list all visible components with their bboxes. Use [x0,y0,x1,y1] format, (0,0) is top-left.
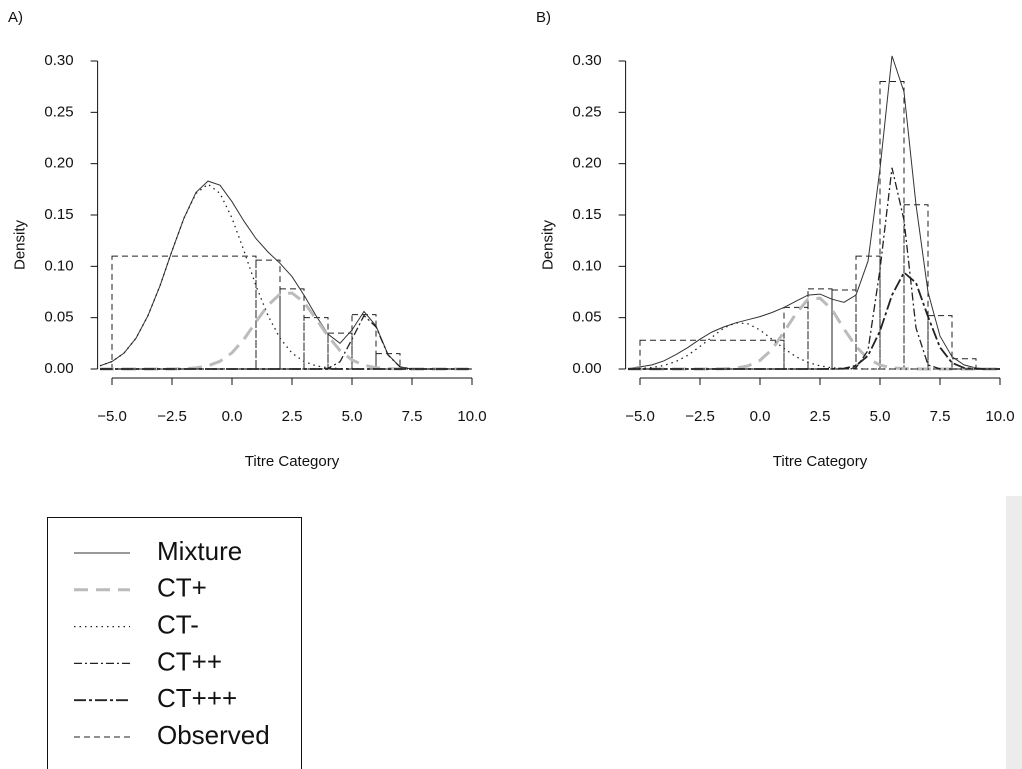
y-tick-label: 0.20 [572,155,601,172]
density-curve [628,296,1000,371]
y-tick-label: 0.30 [572,52,601,69]
x-axis-title: Titre Category [773,453,868,470]
legend-label: Mixture [157,536,242,566]
histogram-bar [783,306,809,370]
x-tick-label: −5.0 [97,408,127,425]
x-tick-label: 10.0 [457,408,486,425]
x-tick-label: 2.5 [810,408,831,425]
histogram-bar [903,204,929,370]
panel-label: A) [8,9,23,26]
legend-label: CT+++ [157,683,237,713]
x-tick-label: −2.5 [157,408,187,425]
y-axis-title: Density [12,219,29,270]
y-tick-label: 0.25 [572,103,601,120]
legend-label: Observed [157,720,270,750]
y-tick-label: 0.25 [44,103,73,120]
x-tick-label: 7.5 [930,408,951,425]
x-tick-label: 2.5 [282,408,303,425]
panel-label: B) [536,9,551,26]
x-tick-label: −2.5 [685,408,715,425]
y-tick-label: 0.10 [44,257,73,274]
x-tick-label: −5.0 [625,408,655,425]
x-tick-label: 5.0 [870,408,891,425]
density-curve [627,55,1001,370]
density-curve [99,183,472,370]
density-curve [628,167,1000,370]
y-tick-label: 0.20 [44,155,73,172]
y-tick-label: 0.15 [44,206,73,223]
density-curve [627,322,1000,370]
x-tick-label: 7.5 [402,408,423,425]
histogram-bar [927,315,953,370]
legend-label: CT++ [157,646,222,676]
density-curve [100,291,472,371]
histogram-bar [951,358,977,370]
histogram-bar [279,288,305,370]
y-tick-label: 0.00 [44,360,73,377]
y-tick-label: 0.30 [44,52,73,69]
y-axis-title: Density [540,219,557,270]
legend-box [47,517,302,769]
histogram-bar [807,288,833,370]
x-axis-title: Titre Category [245,453,340,470]
density-curve [628,271,1000,370]
y-tick-label: 0.15 [572,206,601,223]
y-tick-label: 0.10 [572,257,601,274]
legend-label: CT+ [157,573,207,603]
scrollbar [1006,496,1022,769]
y-tick-label: 0.05 [572,309,601,326]
x-tick-label: 0.0 [750,408,771,425]
density-curve [100,314,472,370]
y-tick-label: 0.05 [44,309,73,326]
histogram-bar [879,81,905,370]
legend-label: CT- [157,609,199,639]
histogram-bar [303,317,329,370]
histogram-bar [639,339,785,370]
x-tick-label: 0.0 [222,408,243,425]
density-curve [99,180,472,370]
x-tick-label: 5.0 [342,408,363,425]
x-tick-label: 10.0 [985,408,1014,425]
y-tick-label: 0.00 [572,360,601,377]
